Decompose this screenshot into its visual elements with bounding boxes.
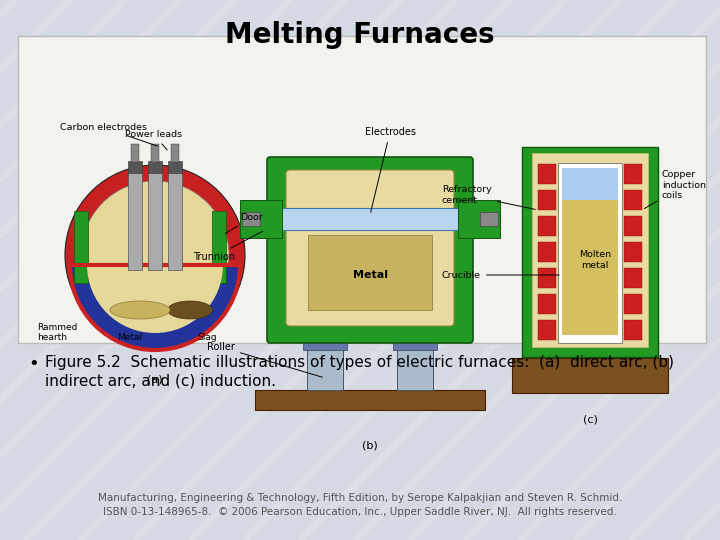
Bar [131, 144, 139, 162]
Bar [307, 345, 343, 390]
Bar [242, 212, 260, 226]
Text: (b): (b) [362, 440, 378, 450]
Text: Roller: Roller [207, 342, 323, 377]
Bar [562, 168, 618, 200]
Circle shape [65, 165, 245, 345]
Text: indirect arc, and (c) induction.: indirect arc, and (c) induction. [45, 373, 276, 388]
Text: Manufacturing, Engineering & Technology, Fifth Edition, by Serope Kalpakjian and: Manufacturing, Engineering & Technology,… [98, 493, 622, 503]
Bar [624, 164, 642, 184]
Bar [397, 345, 433, 390]
Bar [255, 390, 485, 410]
Bar [624, 294, 642, 314]
Text: Slag: Slag [197, 333, 217, 342]
Bar [212, 211, 226, 283]
Bar [512, 358, 668, 393]
Bar [538, 294, 556, 314]
Bar [168, 161, 182, 173]
Bar [171, 144, 179, 162]
Bar [624, 320, 642, 340]
Bar [624, 190, 642, 210]
Text: Refractory
cement: Refractory cement [442, 185, 535, 210]
Bar [168, 170, 182, 270]
Text: Power leads: Power leads [125, 130, 182, 150]
Ellipse shape [168, 301, 212, 319]
Text: Crucible: Crucible [442, 271, 559, 280]
Text: Copper
induction
coils: Copper induction coils [644, 170, 706, 208]
Text: Electrodes: Electrodes [364, 127, 415, 212]
Text: Rammed
hearth: Rammed hearth [37, 323, 77, 342]
Text: Molten
metal: Molten metal [579, 251, 611, 269]
Text: Carbon electrodes: Carbon electrodes [60, 123, 158, 146]
Text: •: • [28, 355, 39, 373]
Text: Door: Door [225, 213, 263, 233]
Bar [240, 208, 500, 230]
FancyBboxPatch shape [286, 170, 454, 326]
Bar [128, 170, 142, 270]
Bar [538, 320, 556, 340]
Bar [303, 340, 347, 350]
Bar [74, 211, 88, 283]
Bar [128, 161, 142, 173]
Text: Melting Furnaces: Melting Furnaces [225, 21, 495, 49]
Text: Metal: Metal [117, 333, 143, 342]
Text: Metal: Metal [353, 270, 387, 280]
Circle shape [81, 181, 229, 329]
FancyBboxPatch shape [267, 157, 473, 343]
Bar [624, 216, 642, 236]
Ellipse shape [110, 301, 170, 319]
Bar [18, 36, 706, 343]
Bar [624, 242, 642, 262]
Bar [558, 163, 622, 343]
Bar [148, 161, 162, 173]
Bar [240, 200, 282, 238]
Bar [538, 164, 556, 184]
Bar [624, 268, 642, 288]
Text: (a): (a) [147, 375, 163, 385]
Bar [562, 200, 618, 335]
Bar [148, 170, 162, 270]
Bar [538, 190, 556, 210]
Bar [538, 268, 556, 288]
Bar [393, 340, 437, 350]
Text: Trunnion: Trunnion [193, 231, 263, 262]
Bar [151, 144, 159, 162]
Bar [538, 242, 556, 262]
Bar [458, 200, 500, 238]
Bar [532, 153, 648, 347]
Bar [538, 216, 556, 236]
Text: Figure 5.2  Schematic illustrations of types of electric furnaces:  (a)  direct : Figure 5.2 Schematic illustrations of ty… [45, 355, 674, 370]
Wedge shape [87, 265, 223, 333]
Bar [480, 212, 498, 226]
Bar [308, 235, 432, 310]
Text: ISBN 0-13-148965-8.  © 2006 Pearson Education, Inc., Upper Saddle River, NJ.  Al: ISBN 0-13-148965-8. © 2006 Pearson Educa… [103, 507, 617, 517]
Bar [522, 147, 658, 357]
Text: (c): (c) [582, 415, 598, 425]
Wedge shape [70, 265, 240, 350]
